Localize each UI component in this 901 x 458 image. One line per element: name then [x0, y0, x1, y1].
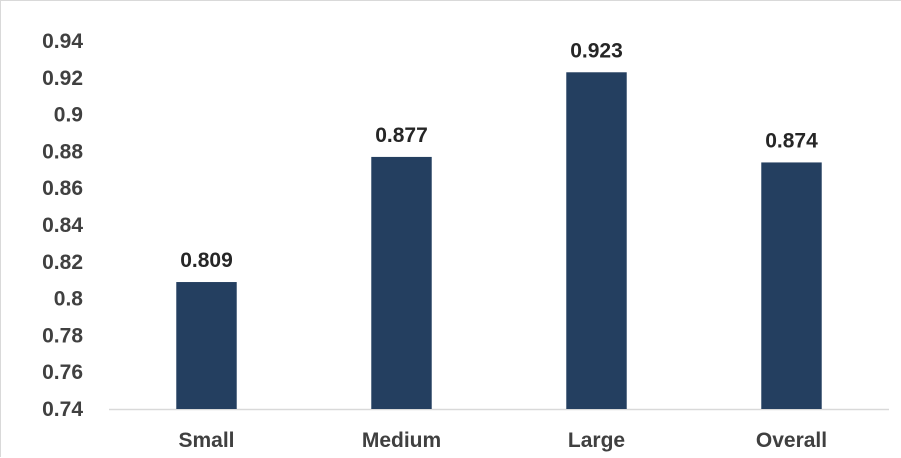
x-tick-label-large: Large: [568, 429, 625, 452]
data-label-small: 0.809: [180, 249, 233, 272]
y-axis: 0.74 0.76 0.78 0.8 0.82 0.84 0.86 0.88 0.9 0.92 0.…: [42, 30, 83, 421]
data-label-large: 0.923: [570, 39, 623, 62]
bar-series: [176, 72, 822, 409]
y-tick-label: 0.78: [42, 324, 83, 347]
y-tick-label: 0.8: [54, 288, 84, 311]
x-tick-label-overall: Overall: [756, 429, 827, 452]
data-labels: 0.809 0.877 0.923 0.874: [180, 39, 818, 272]
y-tick-label: 0.9: [54, 104, 83, 127]
bar-large: [566, 72, 627, 409]
bar-small: [176, 282, 237, 409]
bar-medium: [371, 156, 432, 409]
x-axis: Small Medium Large Overall: [109, 408, 889, 452]
bar-overall: [761, 162, 822, 409]
y-tick-label: 0.82: [42, 251, 83, 274]
y-tick-label: 0.94: [42, 30, 83, 53]
data-label-medium: 0.877: [375, 124, 428, 147]
y-tick-label: 0.88: [42, 140, 83, 163]
y-tick-label: 0.86: [42, 177, 83, 200]
x-tick-label-small: Small: [178, 429, 234, 452]
y-tick-label: 0.92: [42, 67, 83, 90]
y-tick-label: 0.84: [42, 214, 83, 237]
y-tick-label: 0.74: [42, 398, 83, 421]
data-label-overall: 0.874: [765, 129, 818, 152]
x-tick-label-medium: Medium: [362, 429, 441, 452]
y-tick-label: 0.76: [42, 361, 83, 384]
